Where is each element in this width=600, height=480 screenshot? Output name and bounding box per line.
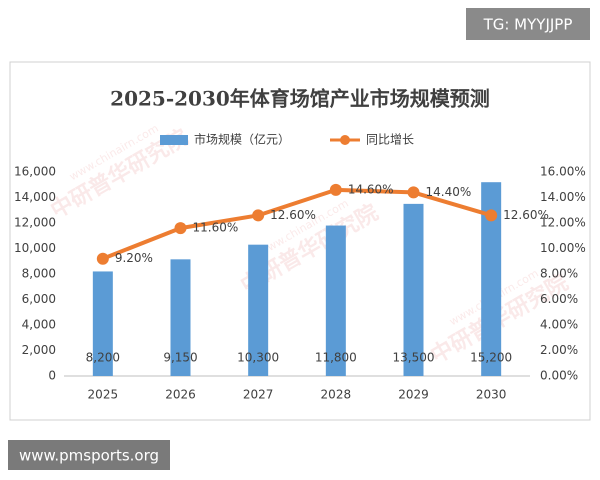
chart-title: 2025-2030年体育场馆产业市场规模预测 (110, 87, 490, 111)
x-tick-label: 2030 (476, 388, 507, 402)
x-tick-label: 2029 (398, 388, 429, 402)
y-tick-label: 8,000 (22, 267, 56, 281)
x-tick-label: 2026 (165, 388, 196, 402)
line-value-label: 11.60% (193, 221, 239, 235)
legend-label: 同比增长 (366, 133, 414, 147)
x-tick-label: 2027 (243, 388, 274, 402)
y2-tick-label: 16.00% (540, 165, 586, 179)
y-tick-label: 14,000 (14, 190, 56, 204)
bar (325, 225, 346, 376)
y2-tick-label: 12.00% (540, 216, 586, 230)
line-value-label: 9.20% (115, 251, 153, 265)
y2-tick-label: 14.00% (540, 190, 586, 204)
y2-tick-label: 10.00% (540, 241, 586, 255)
bar (248, 244, 269, 376)
y2-tick-label: 0.00% (540, 369, 578, 383)
bar-value-label: 8,200 (86, 351, 120, 365)
y2-tick-label: 2.00% (540, 343, 578, 357)
legend-label: 市场规模（亿元） (194, 132, 290, 147)
y-tick-label: 6,000 (22, 292, 56, 306)
line-value-label: 14.60% (348, 182, 394, 196)
overlay-text: www.pmsports.org (19, 447, 159, 465)
line-marker (96, 252, 109, 265)
line-marker (329, 183, 342, 196)
x-tick-label: 2028 (321, 388, 352, 402)
y-tick-label: 12,000 (14, 216, 56, 230)
legend-swatch (340, 135, 350, 145)
line-value-label: 12.60% (503, 208, 549, 222)
overlay-box (8, 440, 170, 470)
bar (403, 203, 424, 376)
bar-value-label: 10,300 (237, 351, 279, 365)
legend-swatch (160, 135, 188, 145)
y2-tick-label: 6.00% (540, 292, 578, 306)
line-marker (485, 209, 498, 222)
line-marker (252, 209, 265, 222)
y-tick-label: 2,000 (22, 343, 56, 357)
x-tick-label: 2025 (88, 388, 119, 402)
bar (481, 182, 502, 376)
bar-value-label: 13,500 (393, 351, 435, 365)
y-tick-label: 10,000 (14, 241, 56, 255)
bar (170, 259, 191, 376)
bar-value-label: 9,150 (163, 351, 197, 365)
y2-tick-label: 8.00% (540, 267, 578, 281)
overlay-box (466, 8, 590, 40)
y-tick-label: 0 (48, 369, 56, 383)
y-tick-label: 4,000 (22, 318, 56, 332)
bar-value-label: 15,200 (470, 351, 512, 365)
line-marker (174, 222, 187, 235)
line (102, 187, 492, 261)
y-tick-label: 16,000 (14, 165, 56, 179)
line-value-label: 12.60% (270, 208, 316, 222)
y2-tick-label: 4.00% (540, 318, 578, 332)
bar-value-label: 11,800 (315, 351, 357, 365)
line-value-label: 14.40% (426, 185, 472, 199)
overlay-text: TG: MYYJJPP (483, 16, 573, 34)
line-marker (407, 186, 420, 199)
bar (92, 271, 113, 376)
